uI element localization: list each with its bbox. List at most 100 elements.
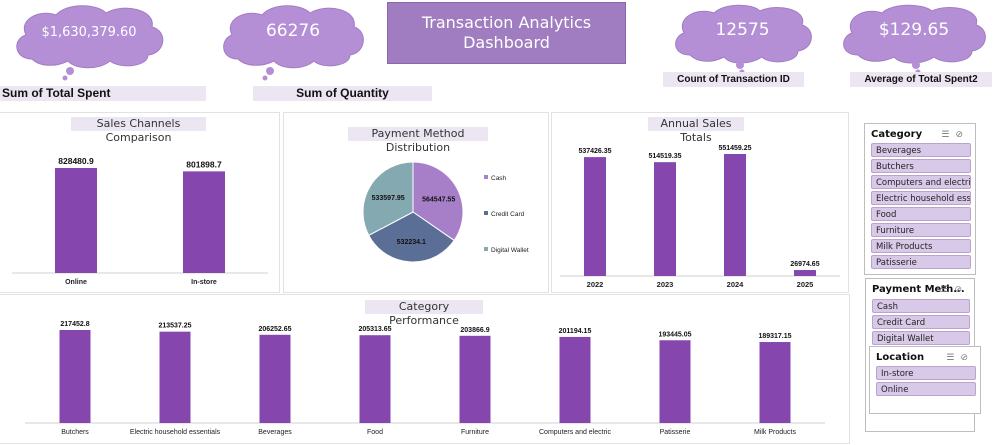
bar [183, 171, 225, 273]
bar [654, 162, 676, 276]
clear-filter-icon[interactable]: ⊘ [954, 284, 968, 294]
pie-slice [362, 161, 414, 237]
location-slicer-title: Location [876, 352, 925, 363]
clear-filter-icon[interactable]: ⊘ [955, 129, 969, 139]
slicer-item-computers[interactable]: Computers and electri... [871, 175, 971, 189]
bar [459, 335, 491, 423]
category-tick-label: 2024 [727, 280, 745, 289]
legend-label: Credit Card [491, 211, 525, 218]
data-label: 201194.15 [559, 328, 592, 335]
category-tick-label: Online [65, 279, 87, 286]
category-tick-label: Electric household essentials [130, 429, 221, 436]
data-label: 205313.65 [358, 326, 391, 333]
bar [59, 330, 91, 423]
category-tick-label: Butchers [61, 429, 89, 436]
data-label: 551459.25 [718, 145, 751, 152]
kpi-quantity-label: Sum of Quantity [253, 86, 432, 101]
kpi-avg-spent-callout: $129.65 [838, 3, 990, 75]
cloud-shape [223, 5, 364, 81]
data-label: 514519.35 [648, 153, 681, 160]
slicer-controls: ☰⊘ [940, 284, 968, 295]
data-label: 193445.05 [658, 331, 691, 338]
category-performance-title: Category Performance [365, 300, 483, 327]
pie-slice [412, 161, 464, 242]
category-slicer[interactable]: Category ☰⊘ Beverages Butchers Computers… [864, 123, 976, 275]
legend-label: Cash [491, 175, 507, 182]
slicer-item-butchers[interactable]: Butchers [871, 159, 971, 173]
category-performance-chart: 217452.8 Butchers 213537.25 Electric househ… [25, 321, 825, 436]
category-tick-label: Computers and electric [539, 429, 611, 436]
cloud-shape [843, 4, 986, 75]
payment-method-title: Payment Method Distribution [348, 127, 488, 154]
category-tick-label: 2022 [587, 280, 604, 289]
sales-channels-panel: Sales Channels Comparison 828480.9 Online… [0, 112, 280, 293]
kpi-transactions-value: 12575 [715, 20, 770, 40]
annual-sales-title: Annual Sales Totals [648, 117, 744, 144]
slicer-item-electric[interactable]: Electric household ess... [871, 191, 971, 205]
category-tick-label: Food [367, 429, 383, 436]
bar [659, 340, 691, 423]
kpi-total-spent-label: Sum of Total Spent [0, 86, 206, 101]
kpi-quantity-value: 66276 [265, 21, 321, 41]
data-label: 203866.9 [460, 327, 489, 334]
bar [359, 335, 391, 423]
slicer-item-online[interactable]: Online [876, 382, 976, 396]
pie-data-label: 533597.95 [372, 195, 405, 202]
legend-swatch [484, 211, 488, 215]
category-tick-label: Furniture [461, 429, 489, 436]
bar [794, 270, 816, 276]
pie-data-label: 532234.1 [397, 239, 426, 246]
multi-select-icon[interactable]: ☰ [941, 129, 956, 139]
category-tick-label: Patisserie [660, 429, 691, 436]
cloud-shape [16, 5, 164, 81]
legend-label: Digital Wallet [491, 247, 529, 254]
bar [724, 154, 746, 276]
slicer-item-beverages[interactable]: Beverages [871, 143, 971, 157]
payment-method-panel: Payment Method Distribution 564547.55 532… [283, 112, 549, 293]
slicer-item-furniture[interactable]: Furniture [871, 223, 971, 237]
data-label: 828480.9 [58, 156, 94, 166]
bar [55, 168, 97, 273]
data-label: 206252.65 [258, 326, 291, 333]
category-tick-label: Beverages [258, 429, 292, 436]
cloud-shape [675, 4, 812, 75]
slicer-controls: ☰⊘ [946, 352, 974, 363]
bar [584, 157, 606, 276]
kpi-avg-spent-label: Average of Total Spent2 [850, 72, 992, 87]
sales-channels-title: Sales Channels Comparison [71, 117, 206, 144]
data-label: 189317.15 [758, 333, 791, 340]
category-tick-label: Milk Products [754, 429, 797, 436]
kpi-transactions-callout: 12575 [670, 3, 815, 75]
location-slicer[interactable]: Location ☰⊘ In-store Online [869, 346, 981, 414]
bar [559, 336, 591, 423]
bar [259, 334, 291, 423]
bar [759, 342, 791, 423]
data-label: 537426.35 [578, 148, 611, 155]
annual-sales-panel: Annual Sales Totals 537426.35 2022 514519.… [551, 112, 849, 293]
multi-select-icon[interactable]: ☰ [946, 352, 961, 362]
multi-select-icon[interactable]: ☰ [940, 284, 955, 294]
slicer-item-in-store[interactable]: In-store [876, 366, 976, 380]
slicer-item-credit-card[interactable]: Credit Card [872, 315, 970, 329]
legend-swatch [484, 175, 488, 179]
slicer-item-patisserie[interactable]: Patisserie [871, 255, 971, 269]
kpi-avg-spent-value: $129.65 [878, 20, 950, 40]
slicer-item-cash[interactable]: Cash [872, 299, 970, 313]
pie-data-label: 564547.55 [422, 197, 455, 204]
kpi-total-spent-value: $1,630,379.60 [41, 25, 137, 40]
sales-channels-chart: 828480.9 Online 801898.7 In-store [12, 156, 268, 286]
dashboard-title: Transaction Analytics Dashboard [387, 2, 626, 64]
category-tick-label: 2023 [657, 280, 674, 289]
kpi-total-spent-callout: $1,630,379.60 [10, 3, 168, 81]
slicer-item-food[interactable]: Food [871, 207, 971, 221]
clear-filter-icon[interactable]: ⊘ [960, 352, 974, 362]
legend-swatch [484, 247, 488, 251]
data-label: 213537.25 [158, 323, 191, 330]
bar [159, 331, 191, 423]
kpi-quantity-callout: 66276 [218, 3, 368, 81]
payment-slicer-title: Payment Meth... [872, 284, 965, 295]
payment-method-chart: 564547.55 532234.1 533597.95 Cash Credit Car… [362, 161, 529, 263]
slicer-item-digital-wallet[interactable]: Digital Wallet [872, 331, 970, 345]
slicer-item-milk-products[interactable]: Milk Products [871, 239, 971, 253]
data-label: 217452.8 [60, 321, 89, 328]
